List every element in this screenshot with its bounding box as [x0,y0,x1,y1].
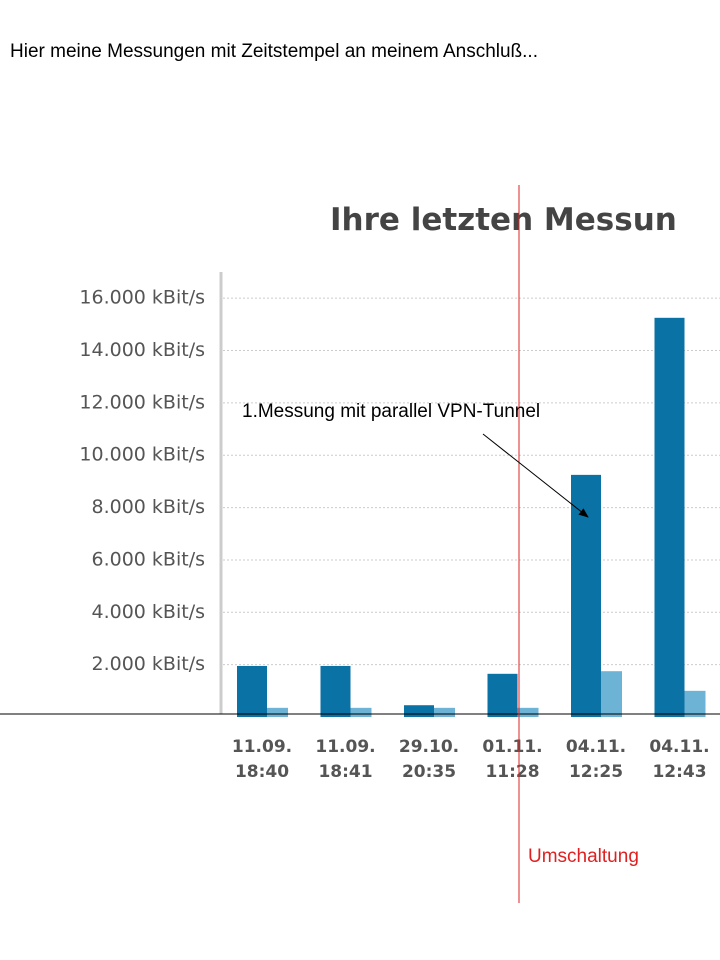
annotation: Umschaltung [528,846,639,867]
chart-title: Ihre letzten Messun [330,202,677,238]
bar [404,705,434,717]
bar [487,673,518,717]
y-tick-label: 14.000 kBit/s [79,339,205,361]
x-tick-label: 12:25 [569,762,623,782]
bar [258,707,288,717]
y-tick-label: 8.000 kBit/s [92,496,206,518]
x-tick-label: 11:28 [485,762,539,782]
bar [320,665,351,717]
bar [425,707,455,717]
y-tick-label: 12.000 kBit/s [79,391,205,413]
bar [571,474,601,717]
annotation-arrow [482,433,589,518]
y-tick-label: 2.000 kBit/s [92,653,206,675]
bar [237,665,267,717]
x-tick-label: 29.10. [399,737,459,757]
x-tick-label: 11.09. [232,737,292,757]
x-tick-label: 04.11. [566,737,626,757]
x-tick-label: 18:41 [318,762,372,782]
heading: Hier meine Messungen mit Zeitstempel an … [10,41,538,62]
y-tick-label: 4.000 kBit/s [92,601,206,623]
x-tick-label: 18:40 [235,762,289,782]
bar [654,317,685,717]
y-tick-label: 16.000 kBit/s [79,287,205,309]
y-tick-label: 6.000 kBit/s [92,548,206,570]
x-tick-label: 20:35 [402,762,456,782]
x-tick-label: 12:43 [652,762,706,782]
y-tick-label: 10.000 kBit/s [79,444,205,466]
annotation: 1.Messung mit parallel VPN-Tunnel [242,401,540,422]
x-tick-label: 11.09. [315,737,375,757]
bar [508,707,539,717]
bar [341,707,372,717]
plot: 2.000 kBit/s 4.000 kBit/s 6.000 kBit/s 8.00… [79,287,720,782]
x-tick-label: 01.11. [482,737,542,757]
x-tick-label: 04.11. [649,737,709,757]
